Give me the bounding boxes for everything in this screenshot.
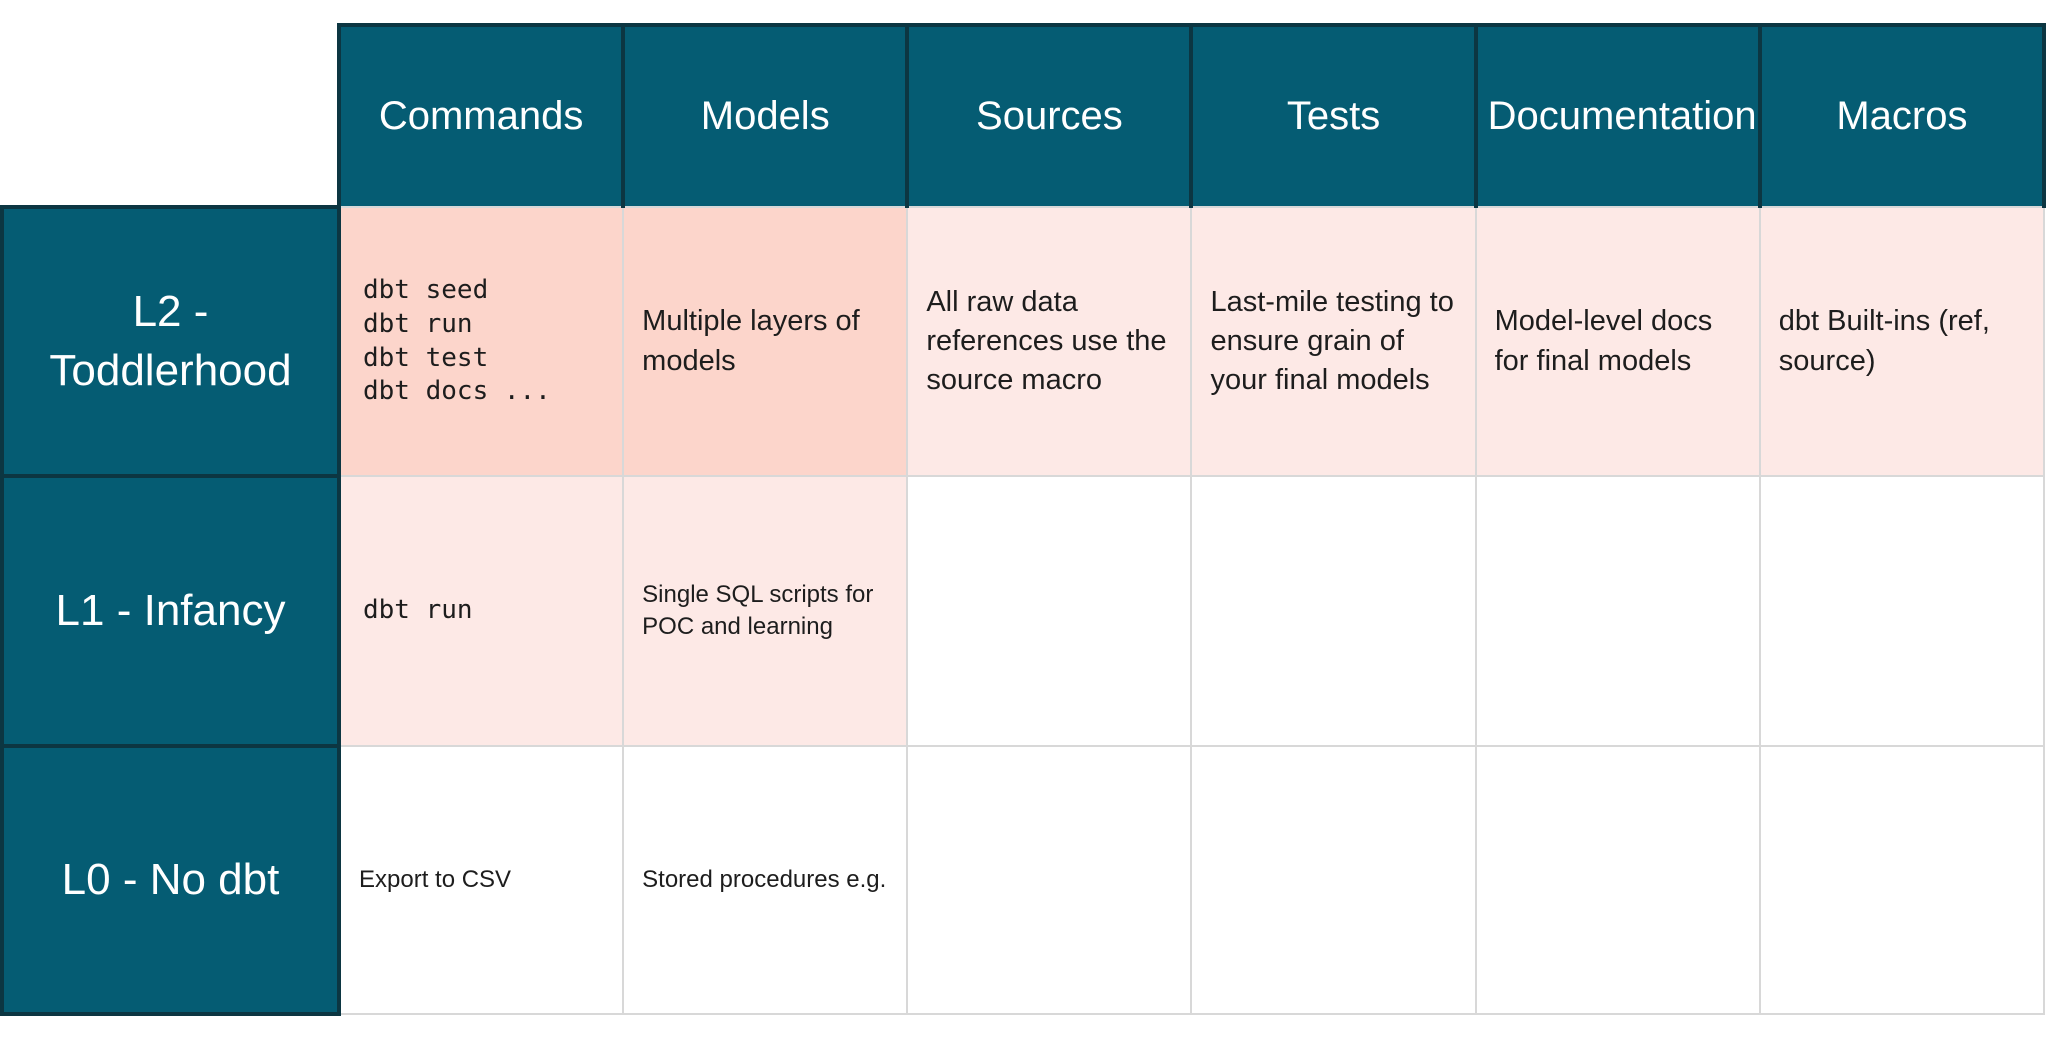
cell-l0-tests (1190, 745, 1477, 1015)
cell-l0-macros (1758, 745, 2046, 1015)
table-row-l1-infancy: L1 - Infancy dbt run Single SQL scripts … (0, 474, 2046, 748)
cell-l1-tests (1190, 475, 1477, 747)
cell-l0-commands: Export to CSV (337, 745, 625, 1015)
table-row-l0-no-dbt: L0 - No dbt Export to CSV Stored procedu… (0, 744, 2046, 1016)
cell-l2-tests: Last-mile testing to ensure grain of you… (1190, 206, 1477, 477)
header-row: Commands Models Sources Tests Documentat… (2, 23, 2047, 208)
cell-l1-sources (906, 475, 1193, 747)
cell-l2-documentation: Model-level docs for final models (1474, 206, 1761, 477)
cell-l2-sources: All raw data references use the source m… (906, 206, 1193, 477)
row-header-l0-no-dbt: L0 - No dbt (0, 744, 341, 1016)
cell-l1-models: Single SQL scripts for POC and learning (622, 475, 909, 747)
maturity-table: Commands Models Sources Tests Documentat… (0, 23, 2047, 1016)
cell-l1-documentation (1474, 475, 1761, 747)
corner-spacer (2, 25, 339, 207)
column-header-documentation: Documentation (1473, 23, 1762, 208)
column-header-sources: Sources (905, 23, 1194, 208)
column-header-tests: Tests (1189, 23, 1478, 208)
column-header-macros: Macros (1757, 23, 2047, 208)
cell-l0-documentation (1474, 745, 1761, 1015)
cell-l2-commands: dbt seed dbt run dbt test dbt docs ... (337, 206, 625, 477)
cell-l0-sources (906, 745, 1193, 1015)
cell-l1-commands: dbt run (337, 475, 625, 747)
column-header-commands: Commands (336, 23, 626, 208)
row-header-l2-toddlerhood: L2 - Toddlerhood (0, 205, 341, 478)
table-row-l2-toddlerhood: L2 - Toddlerhood dbt seed dbt run dbt te… (0, 205, 2046, 478)
cell-l2-macros: dbt Built-ins (ref, source) (1758, 206, 2046, 477)
cell-l1-macros (1758, 475, 2046, 747)
column-header-models: Models (621, 23, 910, 208)
cell-l0-models: Stored procedures e.g. (622, 745, 909, 1015)
cell-l2-models: Multiple layers of models (622, 206, 909, 477)
row-header-l1-infancy: L1 - Infancy (0, 474, 341, 748)
